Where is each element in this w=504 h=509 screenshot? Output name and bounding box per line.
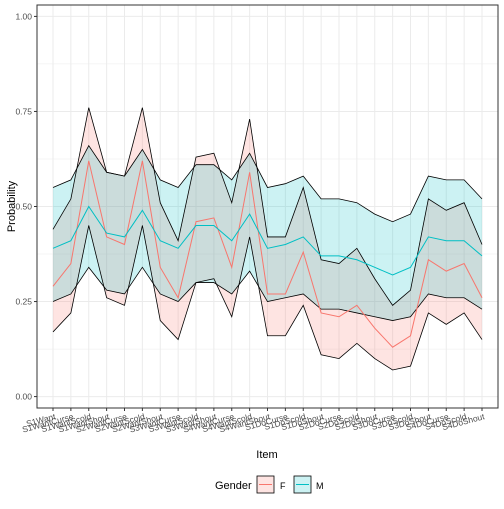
ribbon-m: [53, 145, 482, 321]
ribbon-lower-edge-f: [52, 225, 483, 371]
legend-item-m: M: [293, 475, 324, 494]
x-axis-ticks: S1WantS1WantCurseS1WantScoldS1WantShoutS…: [21, 408, 486, 435]
ribbon-f: [53, 107, 482, 370]
legend-item-f: F: [256, 475, 286, 494]
y-tick-label: 0.25: [15, 297, 32, 307]
y-axis-title: Probability: [6, 180, 18, 232]
legend-label-m: M: [316, 481, 324, 491]
ribbon-upper-edge-m: [52, 144, 483, 223]
legend-label-f: F: [280, 481, 286, 491]
confidence-ribbons: [53, 107, 482, 370]
series-line-m: [52, 205, 483, 276]
legend: Gender F M: [215, 475, 324, 494]
grid-lines: [37, 5, 498, 408]
legend-title: Gender: [215, 480, 252, 492]
x-axis-title: Item: [256, 449, 277, 461]
y-tick-label: 0.75: [15, 106, 32, 116]
y-tick-label: 1.00: [15, 11, 32, 21]
series-line-f: [52, 160, 483, 348]
y-tick-label: 0.00: [15, 392, 32, 402]
ribbon-lower-edge-m: [52, 266, 483, 321]
y-tick-label: 0.50: [15, 202, 32, 212]
series-lines: [52, 107, 483, 371]
y-axis-ticks: 0.00 0.25 0.50 0.75 1.00: [15, 11, 37, 402]
